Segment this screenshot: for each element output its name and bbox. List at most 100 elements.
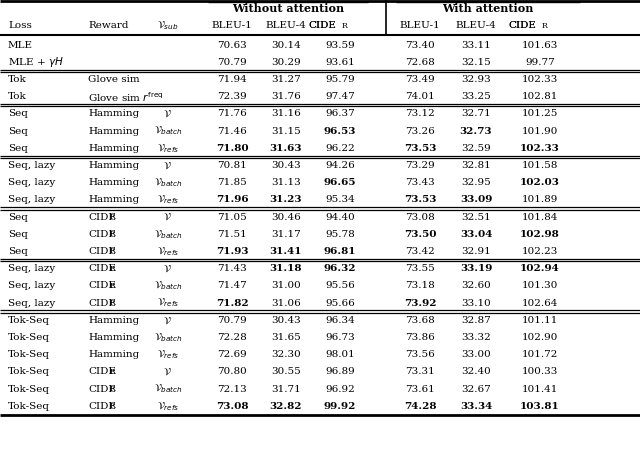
Text: 32.40: 32.40 <box>461 367 491 376</box>
Text: $\mathcal{V}_{batch}$: $\mathcal{V}_{batch}$ <box>154 176 182 189</box>
Text: CIDE: CIDE <box>508 22 536 31</box>
Text: 101.25: 101.25 <box>522 109 558 118</box>
Text: 102.90: 102.90 <box>522 333 558 342</box>
Text: 31.27: 31.27 <box>271 75 301 84</box>
Text: Tok-Seq: Tok-Seq <box>8 367 50 376</box>
Text: 32.30: 32.30 <box>271 350 301 359</box>
Text: Tok-Seq: Tok-Seq <box>8 316 50 325</box>
Text: 30.46: 30.46 <box>271 213 301 222</box>
Text: $\mathcal{V}_{batch}$: $\mathcal{V}_{batch}$ <box>154 125 182 137</box>
Text: 99.77: 99.77 <box>525 58 555 67</box>
Text: 33.19: 33.19 <box>460 264 492 273</box>
Text: $\mathcal{V}_{refs}$: $\mathcal{V}_{refs}$ <box>157 348 179 361</box>
Text: 101.58: 101.58 <box>522 161 558 170</box>
Text: 73.12: 73.12 <box>405 109 435 118</box>
Text: 95.78: 95.78 <box>325 230 355 239</box>
Text: 71.94: 71.94 <box>217 75 247 84</box>
Text: $\mathcal{V}$: $\mathcal{V}$ <box>163 160 173 171</box>
Text: Hamming: Hamming <box>88 195 140 204</box>
Text: 31.76: 31.76 <box>271 92 301 101</box>
Text: 94.40: 94.40 <box>325 213 355 222</box>
Text: 32.73: 32.73 <box>460 126 492 136</box>
Text: CIDE: CIDE <box>508 22 536 31</box>
Text: 93.59: 93.59 <box>325 40 355 49</box>
Text: 73.50: 73.50 <box>404 230 436 239</box>
Text: 101.63: 101.63 <box>522 40 558 49</box>
Text: 31.63: 31.63 <box>269 144 302 153</box>
Text: 73.49: 73.49 <box>405 75 435 84</box>
Text: 71.43: 71.43 <box>217 264 247 273</box>
Text: CIDE: CIDE <box>88 230 116 239</box>
Text: Seq: Seq <box>8 109 28 118</box>
Text: CIDE: CIDE <box>88 402 116 411</box>
Text: $\mathcal{V}$: $\mathcal{V}$ <box>163 315 173 326</box>
Text: $\mathcal{V}$: $\mathcal{V}$ <box>163 109 173 119</box>
Text: CIDE: CIDE <box>88 281 116 290</box>
Text: 101.90: 101.90 <box>522 126 558 136</box>
Text: 72.39: 72.39 <box>217 92 247 101</box>
Text: 31.41: 31.41 <box>269 247 302 256</box>
Text: 95.79: 95.79 <box>325 75 355 84</box>
Text: Tok: Tok <box>8 92 27 101</box>
Text: 73.08: 73.08 <box>216 402 248 411</box>
Text: 95.34: 95.34 <box>325 195 355 204</box>
Text: 33.10: 33.10 <box>461 299 491 307</box>
Text: Without attention: Without attention <box>232 4 344 15</box>
Text: BLEU-1: BLEU-1 <box>399 22 440 31</box>
Text: $\mathcal{V}_{batch}$: $\mathcal{V}_{batch}$ <box>154 331 182 344</box>
Text: $\mathcal{V}_{sub}$: $\mathcal{V}_{sub}$ <box>157 20 179 33</box>
Text: 102.64: 102.64 <box>522 299 558 307</box>
Text: 31.65: 31.65 <box>271 333 301 342</box>
Text: 30.14: 30.14 <box>271 40 301 49</box>
Text: R: R <box>110 299 116 307</box>
Text: $\mathcal{V}_{batch}$: $\mathcal{V}_{batch}$ <box>154 228 182 240</box>
Text: $\mathcal{V}_{refs}$: $\mathcal{V}_{refs}$ <box>157 245 179 258</box>
Text: R: R <box>110 282 116 290</box>
Text: 72.68: 72.68 <box>405 58 435 67</box>
Text: 73.26: 73.26 <box>405 126 435 136</box>
Text: 32.59: 32.59 <box>461 144 491 153</box>
Text: 101.11: 101.11 <box>522 316 558 325</box>
Text: 99.92: 99.92 <box>324 402 356 411</box>
Text: 31.17: 31.17 <box>271 230 301 239</box>
Text: R: R <box>110 213 116 221</box>
Text: R: R <box>110 368 116 376</box>
Text: Tok-Seq: Tok-Seq <box>8 402 50 411</box>
Text: CIDE: CIDE <box>88 367 116 376</box>
Text: 101.41: 101.41 <box>522 385 558 393</box>
Text: 96.53: 96.53 <box>324 126 356 136</box>
Text: 30.43: 30.43 <box>271 316 301 325</box>
Text: 71.46: 71.46 <box>217 126 247 136</box>
Text: Glove sim: Glove sim <box>88 75 140 84</box>
Text: Seq, lazy: Seq, lazy <box>8 161 55 170</box>
Text: BLEU-1: BLEU-1 <box>212 22 252 31</box>
Text: R: R <box>110 265 116 273</box>
Text: 74.01: 74.01 <box>405 92 435 101</box>
Text: 32.87: 32.87 <box>461 316 491 325</box>
Text: 71.96: 71.96 <box>216 195 248 204</box>
Text: 96.89: 96.89 <box>325 367 355 376</box>
Text: 73.55: 73.55 <box>405 264 435 273</box>
Text: BLEU-4: BLEU-4 <box>266 22 307 31</box>
Text: Tok-Seq: Tok-Seq <box>8 333 50 342</box>
Text: 71.51: 71.51 <box>217 230 247 239</box>
Text: 73.86: 73.86 <box>405 333 435 342</box>
Text: CIDE: CIDE <box>88 299 116 307</box>
Text: 71.82: 71.82 <box>216 299 248 307</box>
Text: 32.71: 32.71 <box>461 109 491 118</box>
Text: 96.92: 96.92 <box>325 385 355 393</box>
Text: 73.31: 73.31 <box>405 367 435 376</box>
Text: 71.85: 71.85 <box>217 178 247 187</box>
Text: 96.34: 96.34 <box>325 316 355 325</box>
Text: Hamming: Hamming <box>88 144 140 153</box>
Text: 70.80: 70.80 <box>217 367 247 376</box>
Text: R: R <box>342 22 348 30</box>
Text: 96.37: 96.37 <box>325 109 355 118</box>
Text: $\mathcal{V}_{batch}$: $\mathcal{V}_{batch}$ <box>154 279 182 292</box>
Text: 73.56: 73.56 <box>405 350 435 359</box>
Text: 97.47: 97.47 <box>325 92 355 101</box>
Text: Hamming: Hamming <box>88 333 140 342</box>
Text: 73.43: 73.43 <box>405 178 435 187</box>
Text: 74.28: 74.28 <box>404 402 436 411</box>
Text: Seq, lazy: Seq, lazy <box>8 281 55 290</box>
